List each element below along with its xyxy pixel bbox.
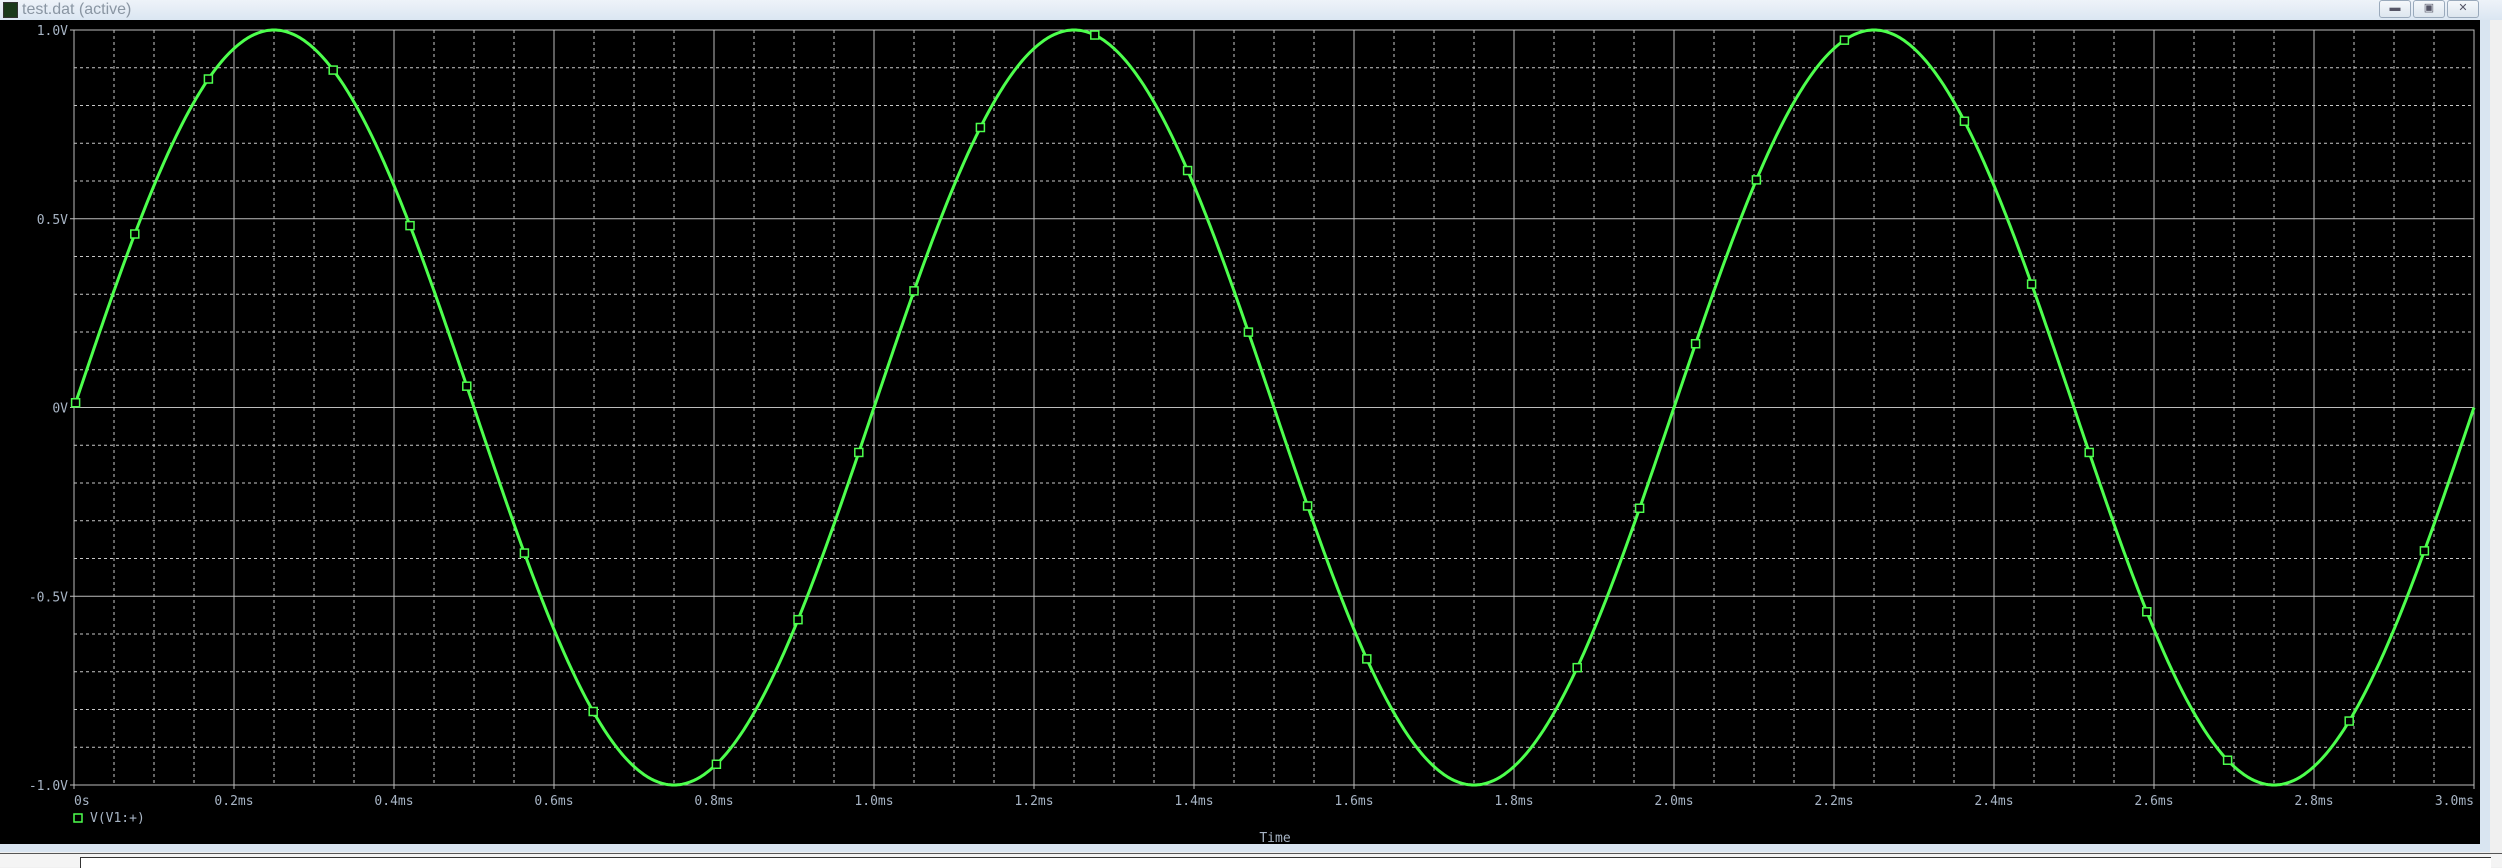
data-point-marker (2084, 447, 2094, 458)
x-tick-label: 1.8ms (1494, 794, 1533, 809)
title-bar: test.dat (active) ▬ ▣ ✕ (0, 0, 2502, 20)
series-line (72, 28, 2476, 787)
data-point-marker (328, 65, 338, 75)
data-point-marker (1302, 501, 1313, 511)
data-point-marker (2142, 607, 2152, 617)
x-tick-label: 2.2ms (1814, 794, 1853, 809)
x-tick-label: 2.4ms (1974, 794, 2013, 809)
y-tick-label: -1.0V (29, 779, 68, 794)
x-tick-label: 2.6ms (2134, 794, 2173, 809)
plot-window[interactable] (0, 20, 2480, 844)
data-point-marker (405, 220, 415, 231)
data-point-marker (1182, 165, 1193, 176)
data-point-marker (854, 447, 864, 458)
data-point-marker (793, 614, 803, 625)
y-tick-label: 1.0V (37, 24, 68, 39)
close-button[interactable]: ✕ (2447, 0, 2479, 18)
data-point-marker (519, 548, 530, 558)
legend-label[interactable]: V(V1:+) (90, 811, 145, 826)
data-point-marker (130, 229, 140, 239)
status-field (80, 857, 2491, 868)
x-axis-label: Time (1259, 831, 1290, 846)
data-point-marker (2026, 279, 2037, 289)
data-point-marker (2344, 716, 2354, 726)
data-point-marker (909, 286, 919, 296)
data-point-marker (203, 74, 214, 84)
data-point-marker (1751, 175, 1762, 185)
x-tick-label: 3.0ms (2435, 794, 2474, 809)
x-tick-label: 0.8ms (694, 794, 733, 809)
y-tick-label: 0.5V (37, 213, 68, 228)
data-point-marker (1839, 35, 1850, 45)
y-tick-label: 0V (52, 402, 68, 417)
data-point-marker (975, 122, 986, 133)
axes: 0s 0.2ms 0.4ms 0.6ms 0.8ms 1.0ms 1.2ms 1.4ms 1.6… (29, 24, 2475, 809)
data-point-marker (1243, 327, 1254, 337)
x-tick-label: 1.4ms (1174, 794, 1213, 809)
data-point-marker (1634, 503, 1645, 514)
data-point-marker (1959, 116, 1970, 126)
x-tick-label: 0.6ms (534, 794, 573, 809)
x-tick-label: 0s (74, 794, 90, 809)
data-point-marker (1690, 339, 1701, 349)
data-point-marker (2419, 546, 2430, 556)
window-frame (2480, 20, 2490, 852)
x-tick-label: 1.2ms (1014, 794, 1053, 809)
data-point-marker (1362, 654, 1372, 664)
restore-button[interactable]: ▣ (2413, 0, 2445, 18)
data-point-marker (70, 398, 81, 408)
data-point-marker (462, 381, 472, 391)
data-point-marker (711, 759, 722, 770)
window-title: test.dat (active) (22, 1, 132, 18)
minimize-button[interactable]: ▬ (2379, 0, 2411, 18)
probe-app-icon (3, 2, 18, 18)
y-tick-label: -0.5V (29, 590, 68, 605)
window-frame (0, 844, 2490, 852)
x-tick-label: 2.0ms (1654, 794, 1693, 809)
data-point-marker (1090, 30, 1100, 40)
data-point-marker (2222, 755, 2233, 765)
x-tick-label: 1.6ms (1334, 794, 1373, 809)
series (70, 28, 2476, 787)
data-point-marker (588, 706, 598, 717)
x-tick-label: 0.2ms (214, 794, 253, 809)
data-point-marker (1572, 662, 1582, 673)
status-bar (0, 853, 2502, 868)
x-tick-label: 0.4ms (374, 794, 413, 809)
x-tick-label: 1.0ms (854, 794, 893, 809)
grid (70, 29, 2475, 789)
legend-marker (73, 813, 83, 823)
x-tick-label: 2.8ms (2294, 794, 2333, 809)
